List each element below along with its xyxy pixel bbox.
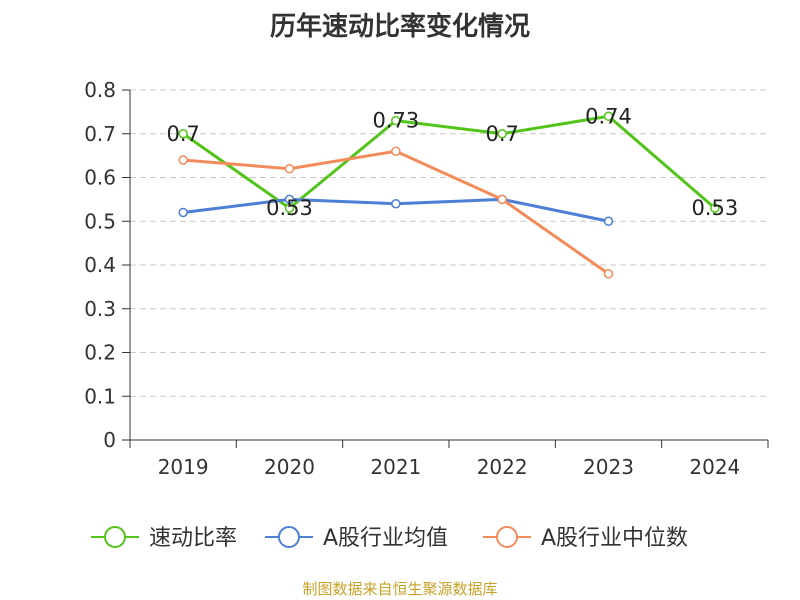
y-tick-label: 0.6 (84, 166, 116, 190)
y-tick-label: 0.2 (84, 341, 116, 365)
y-tick-label: 0.7 (84, 122, 116, 146)
legend-marker (104, 526, 126, 548)
data-point (178, 207, 188, 218)
series-line-2 (183, 149, 610, 275)
y-tick-label: 0.3 (84, 297, 116, 321)
y-tick-label: 0.4 (84, 253, 116, 277)
data-point (497, 194, 507, 205)
x-tick-label: 2024 (689, 455, 740, 479)
data-label: 0.74 (585, 104, 632, 128)
legend-label: 速动比率 (149, 526, 237, 551)
legend-marker (278, 526, 300, 548)
data-label: 0.53 (266, 196, 313, 220)
x-tick-label: 2022 (477, 455, 528, 479)
data-point (497, 129, 507, 139)
series-line-0 (182, 114, 716, 210)
data-point (284, 164, 295, 174)
x-tick-label: 2023 (583, 455, 634, 479)
data-label: 0.73 (372, 109, 419, 133)
x-tick-label: 2020 (264, 455, 315, 479)
data-point (603, 111, 614, 121)
chart-title: 历年速动比率变化情况 (269, 12, 530, 42)
x-tick-label: 2021 (370, 455, 421, 479)
y-tick-label: 0.1 (84, 384, 116, 408)
data-point (391, 115, 401, 126)
legend-label: A股行业中位数 (541, 526, 688, 551)
data-point (391, 199, 401, 209)
data-point (178, 129, 188, 139)
x-tick-label: 2019 (158, 455, 209, 479)
y-tick-label: 0.5 (84, 209, 116, 233)
data-label: 0.7 (485, 122, 518, 146)
y-tick-label: 0 (103, 428, 116, 452)
data-label: 0.53 (691, 196, 738, 220)
legend-marker (496, 526, 518, 548)
source-note: 制图数据来自恒生聚源数据库 (302, 580, 498, 598)
data-point (284, 194, 295, 205)
data-label: 0.7 (166, 122, 199, 146)
data-point (391, 146, 401, 156)
y-tick-label: 0.8 (84, 78, 116, 102)
data-point (603, 269, 614, 279)
data-point (710, 203, 720, 213)
data-point (603, 216, 614, 226)
legend-label: A股行业均值 (323, 526, 448, 551)
data-point (178, 155, 188, 165)
